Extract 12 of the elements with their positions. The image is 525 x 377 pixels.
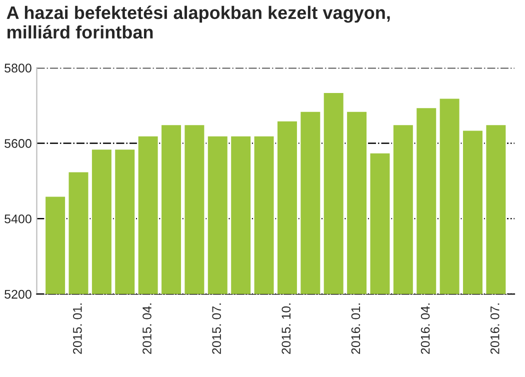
y-tick-label: 5400	[4, 214, 32, 224]
x-tick-label: 2015. 07.	[212, 304, 221, 354]
x-tick-label: 2016. 07.	[490, 304, 500, 354]
x-tick-label: 2016. 01.	[351, 304, 360, 354]
x-tick-label: 2015. 01.	[73, 304, 82, 354]
x-tick-label: 2015. 10.	[282, 304, 291, 354]
y-tick-label: 5600	[4, 139, 32, 148]
chart-title: A hazai befektetési alapokban kezelt vagyon, milliárd forintban	[6, 6, 390, 39]
y-tick-label: 5200	[4, 290, 32, 299]
x-tick-label: 2015. 04.	[142, 304, 152, 354]
y-tick-label: 5800	[4, 64, 32, 73]
x-tick-label: 2016. 04.	[420, 304, 430, 354]
